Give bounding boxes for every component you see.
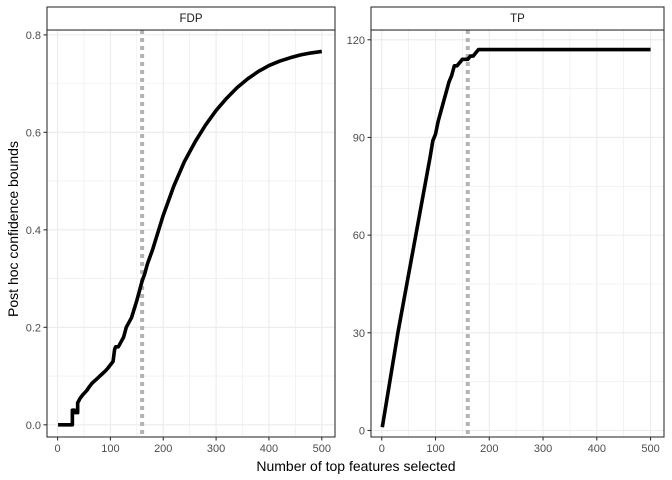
fdp-strip-label: FDP	[180, 13, 203, 25]
x-axis-title: Number of top features selected	[256, 458, 455, 474]
tp-x-tick-label: 400	[588, 443, 606, 455]
fdp-x-tick-label: 200	[154, 443, 172, 455]
tp-strip-label: TP	[510, 13, 525, 25]
fdp-y-tick-label: 0.8	[26, 30, 41, 42]
tp-y-tick-label: 90	[353, 132, 365, 144]
panel-tp: TP 0 100 200 300 400 500 0 30 60 90 120	[347, 6, 665, 455]
tp-y-tick-label: 0	[359, 425, 365, 437]
fdp-x-tick-label: 500	[313, 443, 331, 455]
fdp-series-line	[58, 49, 323, 427]
tp-x-tick-label: 300	[534, 443, 552, 455]
y-axis-title: Post hoc confidence bounds	[5, 141, 21, 317]
fdp-strip	[46, 6, 336, 31]
tp-plot-background	[371, 30, 664, 437]
fdp-x-tick-label: 0	[55, 443, 61, 455]
tp-x-tick-label: 100	[426, 443, 444, 455]
fdp-x-tick-label: 100	[101, 443, 119, 455]
fdp-x-tick-label: 400	[260, 443, 278, 455]
fdp-y-tick-label: 0.4	[26, 225, 41, 237]
tp-series-line	[380, 47, 651, 428]
tp-y-tick-label: 120	[347, 35, 365, 47]
tp-y-tick-label: 60	[353, 230, 365, 242]
tp-strip	[370, 6, 665, 31]
tp-x-tick-label: 500	[641, 443, 659, 455]
tp-y-tick-label: 30	[353, 328, 365, 340]
tp-x-tick-label: 0	[379, 443, 385, 455]
fdp-y-tick-label: 0.6	[26, 127, 41, 139]
panel-fdp: FDP 0 100 200 300 400 500 0.0 0.2 0.4 0.6 0.8	[26, 6, 336, 455]
fdp-y-tick-label: 0.0	[26, 420, 41, 432]
fdp-plot-background	[47, 30, 335, 437]
tp-x-tick-label: 200	[480, 443, 498, 455]
fdp-x-tick-label: 300	[207, 443, 225, 455]
fdp-y-tick-label: 0.2	[26, 322, 41, 334]
